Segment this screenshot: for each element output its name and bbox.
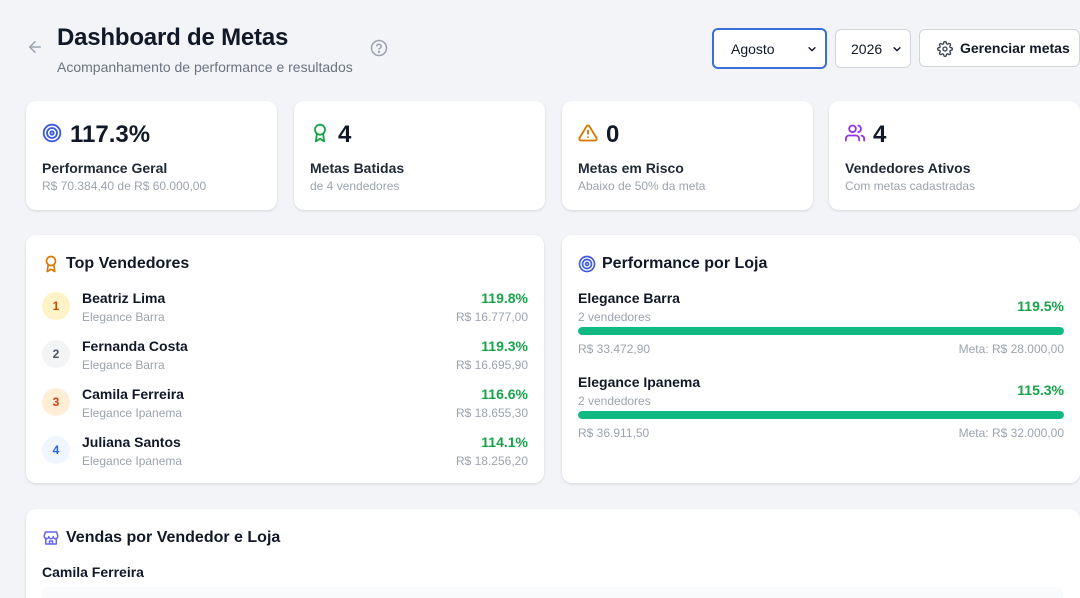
rank-badge: 1 — [42, 292, 70, 320]
store-row-ipanema: Elegance Ipanema 2 vendedores 115.3% R$ … — [578, 374, 1064, 444]
list-item[interactable]: 4 Juliana Santos Elegance Ipanema 114.1%… — [42, 433, 528, 473]
seller-store: Elegance Barra — [82, 310, 165, 324]
stat-label: Metas em Risco — [578, 160, 684, 176]
progress-fill — [578, 411, 1064, 419]
seller-store: Elegance Ipanema — [82, 454, 183, 468]
seller-name: Fernanda Costa — [82, 338, 188, 354]
stat-value: 0 — [606, 121, 620, 148]
progress-bar — [578, 327, 1064, 335]
store-performance-panel: Performance por Loja Elegance Barra 2 ve… — [562, 235, 1080, 483]
stat-sub: Abaixo de 50% da meta — [578, 179, 706, 193]
page-subtitle: Acompanhamento de performance e resultad… — [57, 59, 353, 75]
year-select[interactable]: 2026 — [835, 29, 911, 68]
panel-title: Performance por Loja — [602, 255, 768, 272]
store-seller-count: 2 vendedores — [578, 310, 651, 324]
stat-label: Performance Geral — [42, 160, 168, 176]
store-percentage: 119.5% — [1017, 298, 1064, 314]
stat-sub: de 4 vendedores — [310, 179, 400, 193]
target-icon — [578, 255, 596, 273]
page-title: Dashboard de Metas — [57, 24, 289, 51]
store-icon — [43, 531, 59, 545]
month-select-value: Agosto — [731, 40, 775, 57]
stat-card-goals-at-risk: 0 Metas em Risco Abaixo de 50% da meta — [562, 101, 813, 210]
year-select-value: 2026 — [851, 40, 883, 57]
seller-name: Beatriz Lima — [82, 290, 166, 306]
list-item[interactable]: 1 Beatriz Lima Elegance Barra 119.8% R$ … — [42, 289, 528, 329]
seller-amount: R$ 16.777,00 — [455, 310, 528, 324]
seller-sales-row — [42, 587, 1063, 598]
chevron-down-icon — [808, 46, 816, 51]
store-seller-count: 2 vendedores — [578, 394, 651, 408]
stat-card-goals-met: 4 Metas Batidas de 4 vendedores — [294, 101, 545, 210]
arrow-left-icon[interactable] — [26, 38, 44, 56]
stat-card-active-sellers: 4 Vendedores Ativos Com metas cadastrada… — [829, 101, 1080, 210]
progress-fill — [578, 327, 1064, 335]
seller-percentage: 119.3% — [481, 338, 528, 354]
stat-value: 4 — [338, 121, 352, 148]
gear-icon — [937, 41, 953, 57]
store-goal: Meta: R$ 32.000,00 — [958, 426, 1064, 440]
help-circle-icon[interactable] — [370, 39, 388, 57]
seller-percentage: 116.6% — [481, 386, 528, 402]
store-row-barra: Elegance Barra 2 vendedores 119.5% R$ 33… — [578, 290, 1064, 360]
seller-amount: R$ 18.655,30 — [455, 406, 528, 420]
target-icon — [42, 123, 62, 143]
manage-goals-label: Gerenciar metas — [960, 40, 1070, 56]
store-realized: R$ 33.472,90 — [578, 342, 651, 356]
seller-name: Juliana Santos — [82, 434, 181, 450]
stat-sub: R$ 70.384,40 de R$ 60.000,00 — [42, 179, 207, 193]
list-item[interactable]: 2 Fernanda Costa Elegance Barra 119.3% R… — [42, 337, 528, 377]
seller-group-name: Camila Ferreira — [42, 564, 144, 580]
award-icon — [45, 255, 57, 273]
stat-sub: Com metas cadastradas — [845, 179, 976, 193]
store-name: Elegance Barra — [578, 290, 680, 306]
seller-percentage: 114.1% — [481, 434, 528, 450]
store-realized: R$ 36.911,50 — [578, 426, 650, 440]
rank-badge: 4 — [42, 436, 70, 464]
seller-percentage: 119.8% — [481, 290, 528, 306]
stat-value: 4 — [873, 121, 887, 148]
stat-value: 117.3% — [70, 121, 151, 148]
sales-by-seller-panel: Vendas por Vendedor e Loja Camila Ferrei… — [26, 509, 1080, 598]
store-goal: Meta: R$ 28.000,00 — [958, 342, 1064, 356]
seller-store: Elegance Ipanema — [82, 406, 183, 420]
rank-badge: 2 — [42, 340, 70, 368]
store-percentage: 115.3% — [1017, 382, 1064, 398]
rank-badge: 3 — [42, 388, 70, 416]
seller-store: Elegance Barra — [82, 358, 165, 372]
stat-card-performance: 117.3% Performance Geral R$ 70.384,40 de… — [26, 101, 277, 210]
seller-name: Camila Ferreira — [82, 386, 184, 402]
chevron-down-icon — [893, 46, 901, 51]
list-item[interactable]: 3 Camila Ferreira Elegance Ipanema 116.6… — [42, 385, 528, 425]
stat-label: Metas Batidas — [310, 160, 405, 176]
progress-bar — [578, 411, 1064, 419]
seller-amount: R$ 16.695,90 — [455, 358, 528, 372]
manage-goals-button[interactable]: Gerenciar metas — [919, 29, 1080, 67]
stat-label: Vendedores Ativos — [845, 160, 971, 176]
top-sellers-panel: Top Vendedores 1 Beatriz Lima Elegance B… — [26, 235, 544, 483]
users-icon — [845, 124, 865, 142]
month-select[interactable]: Agosto — [712, 28, 827, 69]
store-name: Elegance Ipanema — [578, 374, 701, 390]
panel-title: Top Vendedores — [66, 255, 190, 272]
panel-title: Vendas por Vendedor e Loja — [66, 529, 281, 546]
award-icon — [314, 123, 326, 143]
seller-amount: R$ 18.256,20 — [455, 454, 528, 468]
page-header: Dashboard de Metas Acompanhamento de per… — [0, 0, 1080, 90]
alert-triangle-icon — [578, 124, 598, 142]
